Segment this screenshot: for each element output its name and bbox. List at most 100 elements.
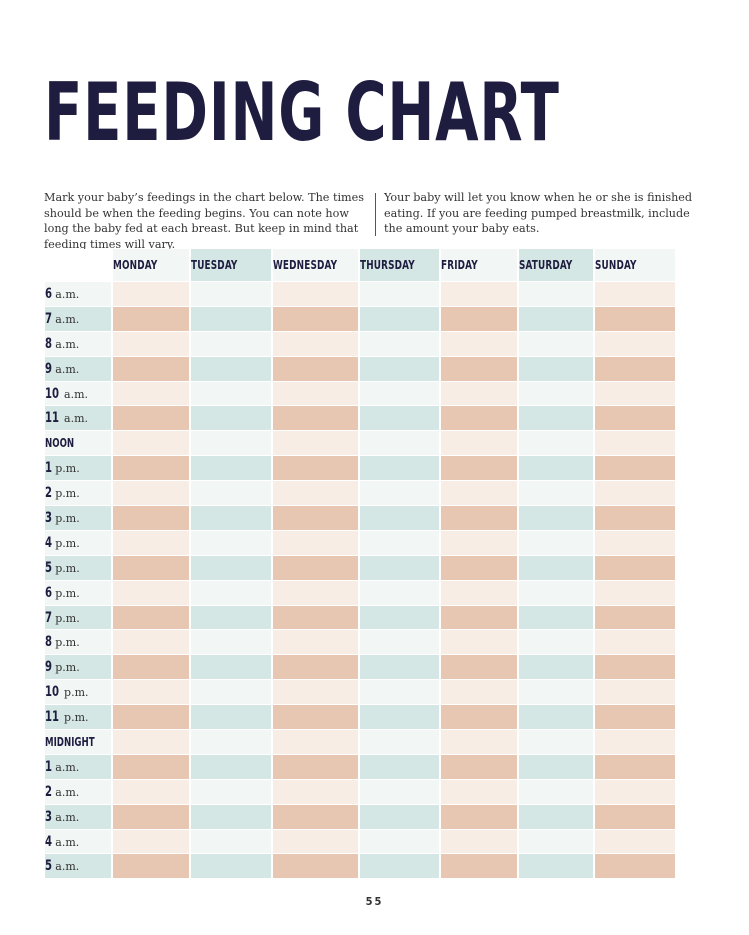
feeding-cell-saturday[interactable] <box>519 680 593 705</box>
feeding-cell-monday[interactable] <box>113 481 189 506</box>
feeding-cell-friday[interactable] <box>441 680 517 705</box>
feeding-cell-tuesday[interactable] <box>191 506 271 530</box>
feeding-cell-wednesday[interactable] <box>273 730 358 754</box>
feeding-cell-monday[interactable] <box>113 306 189 331</box>
feeding-cell-thursday[interactable] <box>360 580 439 605</box>
feeding-cell-sunday[interactable] <box>595 680 675 705</box>
feeding-cell-tuesday[interactable] <box>191 555 271 580</box>
feeding-cell-monday[interactable] <box>113 282 189 306</box>
feeding-cell-friday[interactable] <box>441 406 517 431</box>
feeding-cell-monday[interactable] <box>113 680 189 705</box>
feeding-cell-saturday[interactable] <box>519 356 593 381</box>
feeding-cell-thursday[interactable] <box>360 705 439 730</box>
feeding-cell-friday[interactable] <box>441 282 517 306</box>
feeding-cell-tuesday[interactable] <box>191 580 271 605</box>
feeding-cell-monday[interactable] <box>113 655 189 680</box>
feeding-cell-monday[interactable] <box>113 331 189 356</box>
feeding-cell-thursday[interactable] <box>360 406 439 431</box>
feeding-cell-thursday[interactable] <box>360 356 439 381</box>
feeding-cell-monday[interactable] <box>113 854 189 879</box>
feeding-cell-thursday[interactable] <box>360 306 439 331</box>
feeding-cell-monday[interactable] <box>113 530 189 555</box>
feeding-cell-saturday[interactable] <box>519 829 593 854</box>
feeding-cell-tuesday[interactable] <box>191 829 271 854</box>
feeding-cell-friday[interactable] <box>441 331 517 356</box>
feeding-cell-thursday[interactable] <box>360 331 439 356</box>
feeding-cell-thursday[interactable] <box>360 680 439 705</box>
feeding-cell-friday[interactable] <box>441 854 517 879</box>
feeding-cell-friday[interactable] <box>441 779 517 804</box>
feeding-cell-monday[interactable] <box>113 356 189 381</box>
feeding-cell-monday[interactable] <box>113 580 189 605</box>
feeding-cell-saturday[interactable] <box>519 555 593 580</box>
feeding-cell-thursday[interactable] <box>360 530 439 555</box>
feeding-cell-wednesday[interactable] <box>273 456 358 481</box>
feeding-cell-tuesday[interactable] <box>191 754 271 779</box>
feeding-cell-thursday[interactable] <box>360 605 439 630</box>
feeding-cell-wednesday[interactable] <box>273 481 358 506</box>
feeding-cell-sunday[interactable] <box>595 530 675 555</box>
feeding-cell-monday[interactable] <box>113 555 189 580</box>
feeding-cell-monday[interactable] <box>113 506 189 530</box>
feeding-cell-saturday[interactable] <box>519 779 593 804</box>
feeding-cell-sunday[interactable] <box>595 605 675 630</box>
feeding-cell-tuesday[interactable] <box>191 406 271 431</box>
feeding-cell-saturday[interactable] <box>519 431 593 456</box>
feeding-cell-monday[interactable] <box>113 431 189 456</box>
feeding-cell-wednesday[interactable] <box>273 655 358 680</box>
feeding-cell-sunday[interactable] <box>595 381 675 406</box>
feeding-cell-tuesday[interactable] <box>191 779 271 804</box>
feeding-cell-saturday[interactable] <box>519 406 593 431</box>
feeding-cell-thursday[interactable] <box>360 456 439 481</box>
feeding-cell-wednesday[interactable] <box>273 779 358 804</box>
feeding-cell-monday[interactable] <box>113 754 189 779</box>
feeding-cell-monday[interactable] <box>113 630 189 655</box>
feeding-cell-wednesday[interactable] <box>273 506 358 530</box>
feeding-cell-sunday[interactable] <box>595 804 675 829</box>
feeding-cell-friday[interactable] <box>441 580 517 605</box>
feeding-cell-friday[interactable] <box>441 481 517 506</box>
feeding-cell-saturday[interactable] <box>519 630 593 655</box>
feeding-cell-sunday[interactable] <box>595 406 675 431</box>
feeding-cell-sunday[interactable] <box>595 730 675 754</box>
feeding-cell-thursday[interactable] <box>360 779 439 804</box>
feeding-cell-tuesday[interactable] <box>191 630 271 655</box>
feeding-cell-friday[interactable] <box>441 804 517 829</box>
feeding-cell-sunday[interactable] <box>595 754 675 779</box>
feeding-cell-saturday[interactable] <box>519 381 593 406</box>
feeding-cell-wednesday[interactable] <box>273 630 358 655</box>
feeding-cell-saturday[interactable] <box>519 282 593 306</box>
feeding-cell-saturday[interactable] <box>519 754 593 779</box>
feeding-cell-thursday[interactable] <box>360 481 439 506</box>
feeding-cell-tuesday[interactable] <box>191 854 271 879</box>
feeding-cell-friday[interactable] <box>441 506 517 530</box>
feeding-cell-saturday[interactable] <box>519 705 593 730</box>
feeding-cell-monday[interactable] <box>113 381 189 406</box>
feeding-cell-friday[interactable] <box>441 630 517 655</box>
feeding-cell-tuesday[interactable] <box>191 655 271 680</box>
feeding-cell-tuesday[interactable] <box>191 331 271 356</box>
feeding-cell-tuesday[interactable] <box>191 804 271 829</box>
feeding-cell-sunday[interactable] <box>595 431 675 456</box>
feeding-cell-wednesday[interactable] <box>273 804 358 829</box>
feeding-cell-wednesday[interactable] <box>273 829 358 854</box>
feeding-cell-thursday[interactable] <box>360 381 439 406</box>
feeding-cell-sunday[interactable] <box>595 854 675 879</box>
feeding-cell-wednesday[interactable] <box>273 282 358 306</box>
feeding-cell-saturday[interactable] <box>519 580 593 605</box>
feeding-cell-tuesday[interactable] <box>191 356 271 381</box>
feeding-cell-thursday[interactable] <box>360 431 439 456</box>
feeding-cell-tuesday[interactable] <box>191 680 271 705</box>
feeding-cell-sunday[interactable] <box>595 829 675 854</box>
feeding-cell-wednesday[interactable] <box>273 406 358 431</box>
feeding-cell-friday[interactable] <box>441 754 517 779</box>
feeding-cell-saturday[interactable] <box>519 655 593 680</box>
feeding-cell-sunday[interactable] <box>595 306 675 331</box>
feeding-cell-tuesday[interactable] <box>191 730 271 754</box>
feeding-cell-sunday[interactable] <box>595 580 675 605</box>
feeding-cell-thursday[interactable] <box>360 829 439 854</box>
feeding-cell-monday[interactable] <box>113 406 189 431</box>
feeding-cell-saturday[interactable] <box>519 306 593 331</box>
feeding-cell-wednesday[interactable] <box>273 580 358 605</box>
feeding-cell-friday[interactable] <box>441 306 517 331</box>
